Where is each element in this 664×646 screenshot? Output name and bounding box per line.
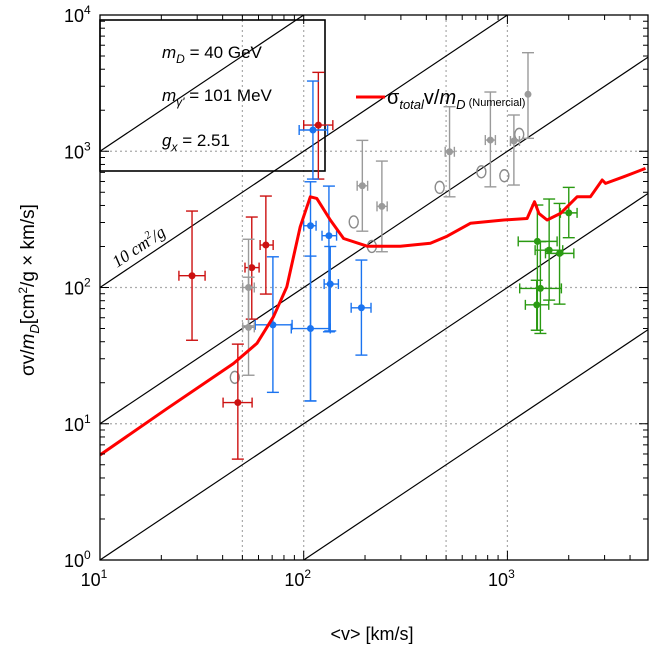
tick-exponent: 1 xyxy=(101,567,108,581)
point-marker xyxy=(262,241,270,249)
tick-base: 10 xyxy=(81,570,101,590)
open-circle-point xyxy=(348,215,359,229)
data-point xyxy=(254,256,293,394)
numerical-curve xyxy=(100,166,647,457)
tick-exponent: 3 xyxy=(508,567,515,581)
data-point xyxy=(298,80,329,180)
point-marker xyxy=(326,280,334,288)
reference-line-label: 10 cm2/g xyxy=(108,221,169,271)
param-gx: gx = 2.51 xyxy=(162,131,230,154)
param-mD: mD = 40 GeV xyxy=(162,43,263,66)
tick-base: 10 xyxy=(64,551,84,571)
data-point xyxy=(521,51,534,140)
tick-base: 10 xyxy=(488,570,508,590)
data-point xyxy=(244,216,260,320)
data-point xyxy=(559,186,578,239)
point-marker xyxy=(565,209,573,217)
tick-base: 10 xyxy=(64,415,84,435)
reference-line xyxy=(100,192,648,560)
tick-base: 10 xyxy=(64,142,84,162)
x-tick-label: 101 xyxy=(81,567,108,590)
data-point xyxy=(443,106,456,198)
legend-label: σtotalv/mD (Numercial) xyxy=(387,87,525,112)
point-marker xyxy=(545,246,553,254)
point-marker xyxy=(307,325,315,333)
open-circle-point xyxy=(476,165,487,179)
open-circle-point xyxy=(229,370,241,385)
data-point xyxy=(323,245,340,332)
data-point xyxy=(518,240,563,335)
y-tick-label: 102 xyxy=(64,276,91,299)
data-point xyxy=(242,276,255,376)
tick-exponent: 1 xyxy=(84,412,91,426)
tick-exponent: 2 xyxy=(304,567,311,581)
y-axis-label: σv/mD[cm2/g × km/s] xyxy=(16,204,42,376)
param-mgamma: mγ' = 101 MeV xyxy=(162,86,273,109)
open-circle-point xyxy=(499,169,510,183)
data-point xyxy=(544,202,575,305)
point-marker xyxy=(533,301,541,309)
tick-base: 10 xyxy=(284,570,304,590)
data-point xyxy=(321,185,338,333)
reference-line xyxy=(100,15,508,288)
reference-line xyxy=(303,329,648,560)
point-marker xyxy=(536,284,544,292)
x-tick-label: 102 xyxy=(284,567,311,590)
data-point xyxy=(222,343,253,460)
data-point xyxy=(484,91,497,188)
tick-exponent: 4 xyxy=(84,3,91,17)
data-points xyxy=(178,51,578,460)
reference-line xyxy=(100,15,305,152)
point-marker xyxy=(248,264,256,272)
point-marker xyxy=(524,90,532,98)
point-marker xyxy=(309,126,317,134)
y-tick-label: 101 xyxy=(64,412,91,435)
tick-exponent: 2 xyxy=(84,276,91,290)
point-marker xyxy=(446,148,454,156)
x-tick-label: 103 xyxy=(488,567,515,590)
x-axis-label: <v> [km/s] xyxy=(330,624,413,644)
y-tick-label: 104 xyxy=(64,3,91,26)
data-point xyxy=(290,255,331,402)
data-point xyxy=(507,114,521,186)
point-marker xyxy=(307,222,315,230)
data-point xyxy=(178,210,206,341)
tick-base: 10 xyxy=(64,279,84,299)
open-circle-point xyxy=(434,180,445,195)
point-marker xyxy=(510,137,518,145)
point-marker xyxy=(357,304,365,312)
point-marker xyxy=(556,249,564,257)
data-point xyxy=(534,198,564,301)
point-marker xyxy=(378,202,386,210)
point-marker xyxy=(314,121,322,129)
tick-exponent: 3 xyxy=(84,139,91,153)
data-point xyxy=(517,204,558,331)
point-marker xyxy=(325,232,333,240)
tick-base: 10 xyxy=(64,6,84,26)
point-marker xyxy=(358,182,366,190)
data-point xyxy=(524,279,550,331)
tick-exponent: 0 xyxy=(84,548,91,562)
data-point xyxy=(259,195,274,295)
data-point xyxy=(303,71,334,180)
data-point xyxy=(350,259,372,356)
point-marker xyxy=(486,136,494,144)
y-tick-label: 100 xyxy=(64,548,91,571)
y-tick-label: 103 xyxy=(64,139,91,162)
point-marker xyxy=(188,272,196,280)
point-marker xyxy=(234,399,242,407)
data-point xyxy=(356,139,369,232)
data-point xyxy=(375,160,388,253)
point-marker xyxy=(245,323,253,331)
curve-group xyxy=(100,166,647,457)
